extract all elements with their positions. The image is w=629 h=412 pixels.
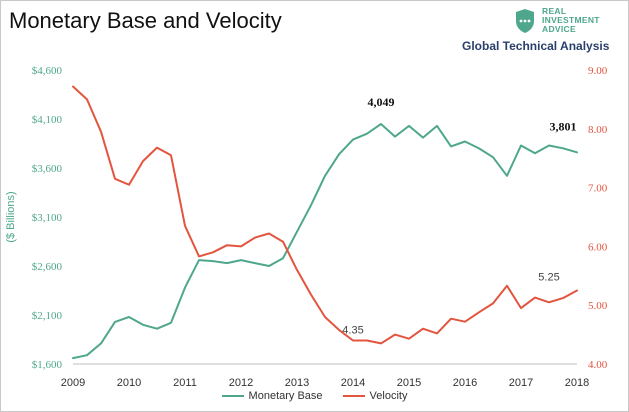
brand-line-3: ADVICE [542, 24, 576, 34]
x-tick-label-2014: 2014 [341, 377, 365, 389]
brand-line-1: REAL [542, 6, 567, 16]
y-right-tick-label: 5.00 [588, 300, 608, 312]
y-left-tick-label: $2,600 [32, 261, 63, 273]
legend-item-velocity: Velocity [342, 390, 408, 402]
legend-swatch-monetary-base [221, 395, 244, 397]
chart-title: Monetary Base and Velocity [9, 8, 282, 33]
y-left-tick-label: $1,600 [32, 359, 63, 371]
legend-label-monetary-base: Monetary Base [248, 390, 323, 402]
x-tick-label-2009: 2009 [61, 377, 85, 389]
y-left-tick-label: $4,600 [32, 65, 63, 77]
y-right-tick-label: 9.00 [588, 65, 608, 77]
data-label-435: 4.35 [342, 324, 363, 336]
x-tick-label-2018: 2018 [565, 377, 589, 389]
brand-line-2: INVESTMENT [542, 15, 600, 25]
data-label-3801: 3,801 [550, 119, 577, 133]
y-left-tick-label: $3,600 [32, 163, 63, 175]
y-right-tick-label: 7.00 [588, 183, 608, 195]
shield-icon [516, 9, 534, 33]
x-tick-label-2015: 2015 [397, 377, 421, 389]
y-right-tick-label: 8.00 [588, 124, 608, 136]
chart-legend: Monetary Base Velocity [0, 388, 629, 402]
data-label-4049: 4,049 [368, 95, 395, 109]
series-line-monetary-base [72, 123, 578, 360]
legend-label-velocity: Velocity [369, 390, 408, 402]
legend-item-monetary-base: Monetary Base [221, 390, 323, 402]
data-label-525: 5.25 [538, 272, 559, 284]
brand-text: REAL INVESTMENT ADVICE [542, 7, 600, 34]
x-tick-label-2011: 2011 [173, 377, 197, 389]
x-tick-label-2016: 2016 [453, 377, 477, 389]
y-right-tick-label: 6.00 [588, 241, 608, 253]
x-tick-label-2010: 2010 [117, 377, 141, 389]
y-right-tick-label: 4.00 [588, 359, 608, 371]
y-left-tick-label: $2,100 [32, 310, 63, 322]
series-line-velocity [72, 85, 578, 345]
brand-logo: REAL INVESTMENT ADVICE [514, 6, 624, 40]
chart-subtitle: Global Technical Analysis [462, 39, 610, 53]
x-tick-label-2013: 2013 [285, 377, 309, 389]
legend-swatch-velocity [342, 395, 365, 397]
y-left-tick-label: $3,100 [32, 212, 63, 224]
y-left-tick-label: $4,100 [32, 114, 63, 126]
x-tick-label-2012: 2012 [229, 377, 253, 389]
x-tick-label-2017: 2017 [509, 377, 533, 389]
y-left-axis-title: ($ Billions) [5, 191, 17, 242]
